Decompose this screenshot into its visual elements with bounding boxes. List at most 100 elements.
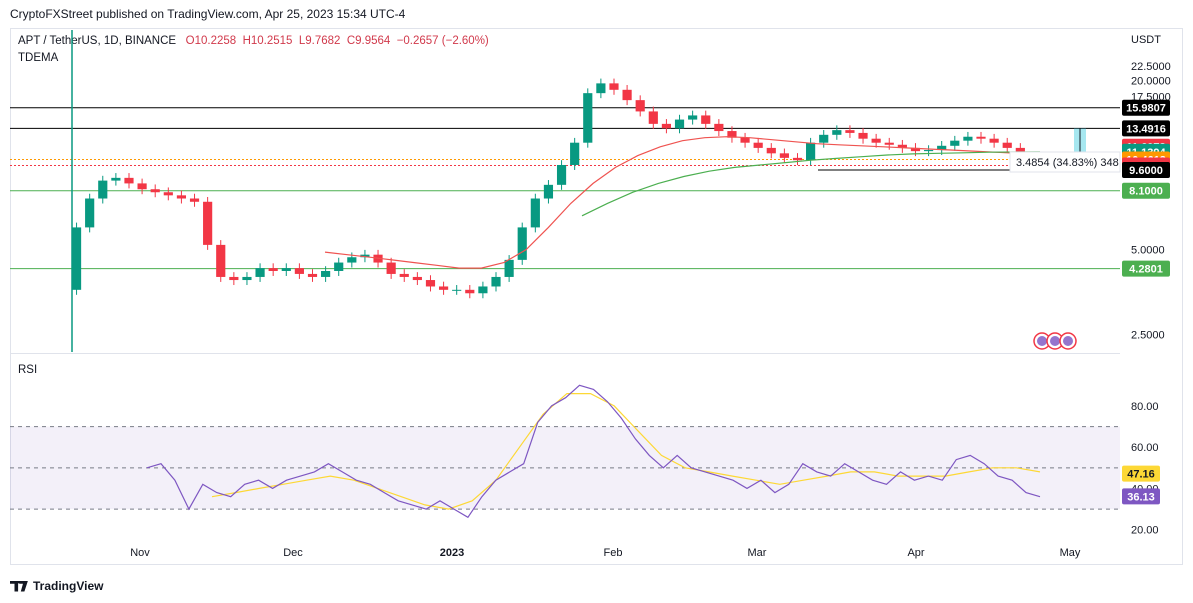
price-level-badge bbox=[1122, 120, 1170, 137]
candle-body bbox=[688, 115, 698, 120]
symbol-name[interactable]: APT / TetherUS, 1D, BINANCE bbox=[18, 35, 177, 47]
candle-body bbox=[360, 254, 370, 258]
candle-body bbox=[714, 123, 724, 132]
candle-body bbox=[85, 198, 95, 228]
indicator-label[interactable]: TDEMA bbox=[18, 52, 59, 64]
time-tick-label: Apr bbox=[907, 547, 924, 559]
candle-body bbox=[517, 227, 527, 260]
candle-body bbox=[635, 100, 645, 112]
price-level-label: 9.6000 bbox=[1129, 165, 1163, 177]
candle-body bbox=[583, 93, 593, 143]
candle-body bbox=[294, 268, 304, 274]
candle-body bbox=[727, 131, 737, 138]
candle-body bbox=[832, 130, 842, 135]
candle-body bbox=[819, 134, 829, 143]
candle-body bbox=[806, 142, 816, 161]
candle-body bbox=[478, 286, 488, 294]
chart-frame bbox=[10, 28, 1183, 565]
pane-separator[interactable] bbox=[10, 353, 1120, 354]
price-level-badge bbox=[1122, 161, 1170, 178]
time-tick-label: 2023 bbox=[440, 547, 464, 559]
candle-body bbox=[124, 177, 134, 184]
time-tick-label: Mar bbox=[748, 547, 767, 559]
rsi-line bbox=[146, 384, 1041, 519]
candle-body bbox=[189, 198, 200, 202]
ohlc-high: H10.2515 bbox=[242, 35, 293, 47]
candle-body bbox=[792, 157, 803, 161]
candle-body bbox=[229, 276, 239, 281]
price-unit: USDT bbox=[1131, 34, 1161, 46]
candle-body bbox=[71, 227, 82, 290]
candle-body bbox=[609, 83, 619, 90]
rsi-value-badge bbox=[1122, 488, 1160, 505]
price-level-badge bbox=[1122, 260, 1170, 277]
time-tick-label: Feb bbox=[604, 547, 623, 559]
candle-body bbox=[465, 289, 475, 294]
candle-body bbox=[281, 268, 291, 271]
economic-event-flag-dot bbox=[1037, 336, 1047, 346]
candle-body bbox=[1002, 142, 1012, 148]
candle-body bbox=[150, 189, 160, 193]
candle-body bbox=[425, 280, 436, 287]
price-level-badge bbox=[1122, 182, 1170, 199]
price-level-label: 15.9807 bbox=[1126, 103, 1166, 115]
ohlc-open: O10.2258 bbox=[185, 35, 237, 47]
candle-body bbox=[923, 150, 934, 152]
candle-body bbox=[137, 183, 147, 190]
price-tick-label: 2.5000 bbox=[1131, 329, 1165, 341]
rsi-value-badge bbox=[1122, 465, 1160, 482]
candle-body bbox=[321, 270, 331, 277]
price-tick-label: 22.5000 bbox=[1131, 61, 1171, 73]
candle-body bbox=[412, 276, 422, 281]
candle-body bbox=[596, 83, 606, 94]
rsi-pane-label[interactable]: RSI bbox=[18, 364, 38, 376]
candle-body bbox=[98, 180, 108, 199]
price-level-label: 4.2801 bbox=[1129, 264, 1163, 276]
tradingview-logo[interactable]: TradingView bbox=[10, 579, 103, 593]
time-tick-label: Nov bbox=[130, 547, 150, 559]
candle-body bbox=[674, 119, 685, 129]
candle-body bbox=[307, 273, 318, 277]
rsi-tick-label: 60.00 bbox=[1131, 442, 1159, 454]
time-tick-label: Dec bbox=[283, 547, 303, 559]
candle-body bbox=[871, 138, 881, 143]
candle-body bbox=[622, 89, 632, 101]
price-level-badge bbox=[1122, 99, 1170, 116]
economic-event-flag-dot bbox=[1050, 336, 1060, 346]
measure-tooltip bbox=[1009, 151, 1121, 173]
tdema-fast-line bbox=[324, 136, 1041, 269]
candle-body bbox=[858, 132, 868, 139]
candle-body bbox=[753, 142, 763, 148]
rsi-tick-label: 20.00 bbox=[1131, 525, 1159, 537]
tradingview-logo-icon bbox=[10, 580, 28, 592]
candle-body bbox=[937, 145, 947, 151]
candle-body bbox=[766, 147, 776, 154]
candle-body bbox=[740, 137, 750, 143]
tradingview-logo-text: TradingView bbox=[33, 579, 104, 593]
candle-body bbox=[910, 147, 921, 152]
publish-info: CryptoFXStreet published on TradingView.… bbox=[10, 7, 406, 21]
price-level-label: 13.4916 bbox=[1126, 123, 1166, 135]
candle-body bbox=[491, 276, 501, 287]
candle-body bbox=[504, 259, 514, 277]
candle-body bbox=[530, 198, 540, 228]
tdema-slow-line bbox=[581, 151, 1041, 217]
price-tick-label: 5.0000 bbox=[1131, 245, 1165, 257]
candle-body bbox=[438, 286, 449, 290]
rsi-ma-line bbox=[211, 393, 1041, 510]
candle-body bbox=[399, 273, 409, 277]
time-tick-label: May bbox=[1060, 547, 1081, 559]
candle-body bbox=[648, 111, 658, 124]
price-level-label: 8.1000 bbox=[1129, 186, 1163, 198]
candle-body bbox=[884, 142, 894, 145]
candle-body bbox=[111, 177, 121, 181]
symbol-legend: APT / TetherUS, 1D, BINANCE O10.2258 H10… bbox=[18, 35, 489, 47]
rsi-tick-label: 80.00 bbox=[1131, 401, 1159, 413]
candle-body bbox=[347, 257, 357, 263]
price-tick-label: 20.0000 bbox=[1131, 75, 1171, 87]
candle-body bbox=[255, 268, 265, 277]
candle-body bbox=[661, 123, 672, 129]
candle-body bbox=[203, 201, 213, 245]
rsi-value-label: 36.13 bbox=[1127, 491, 1155, 503]
